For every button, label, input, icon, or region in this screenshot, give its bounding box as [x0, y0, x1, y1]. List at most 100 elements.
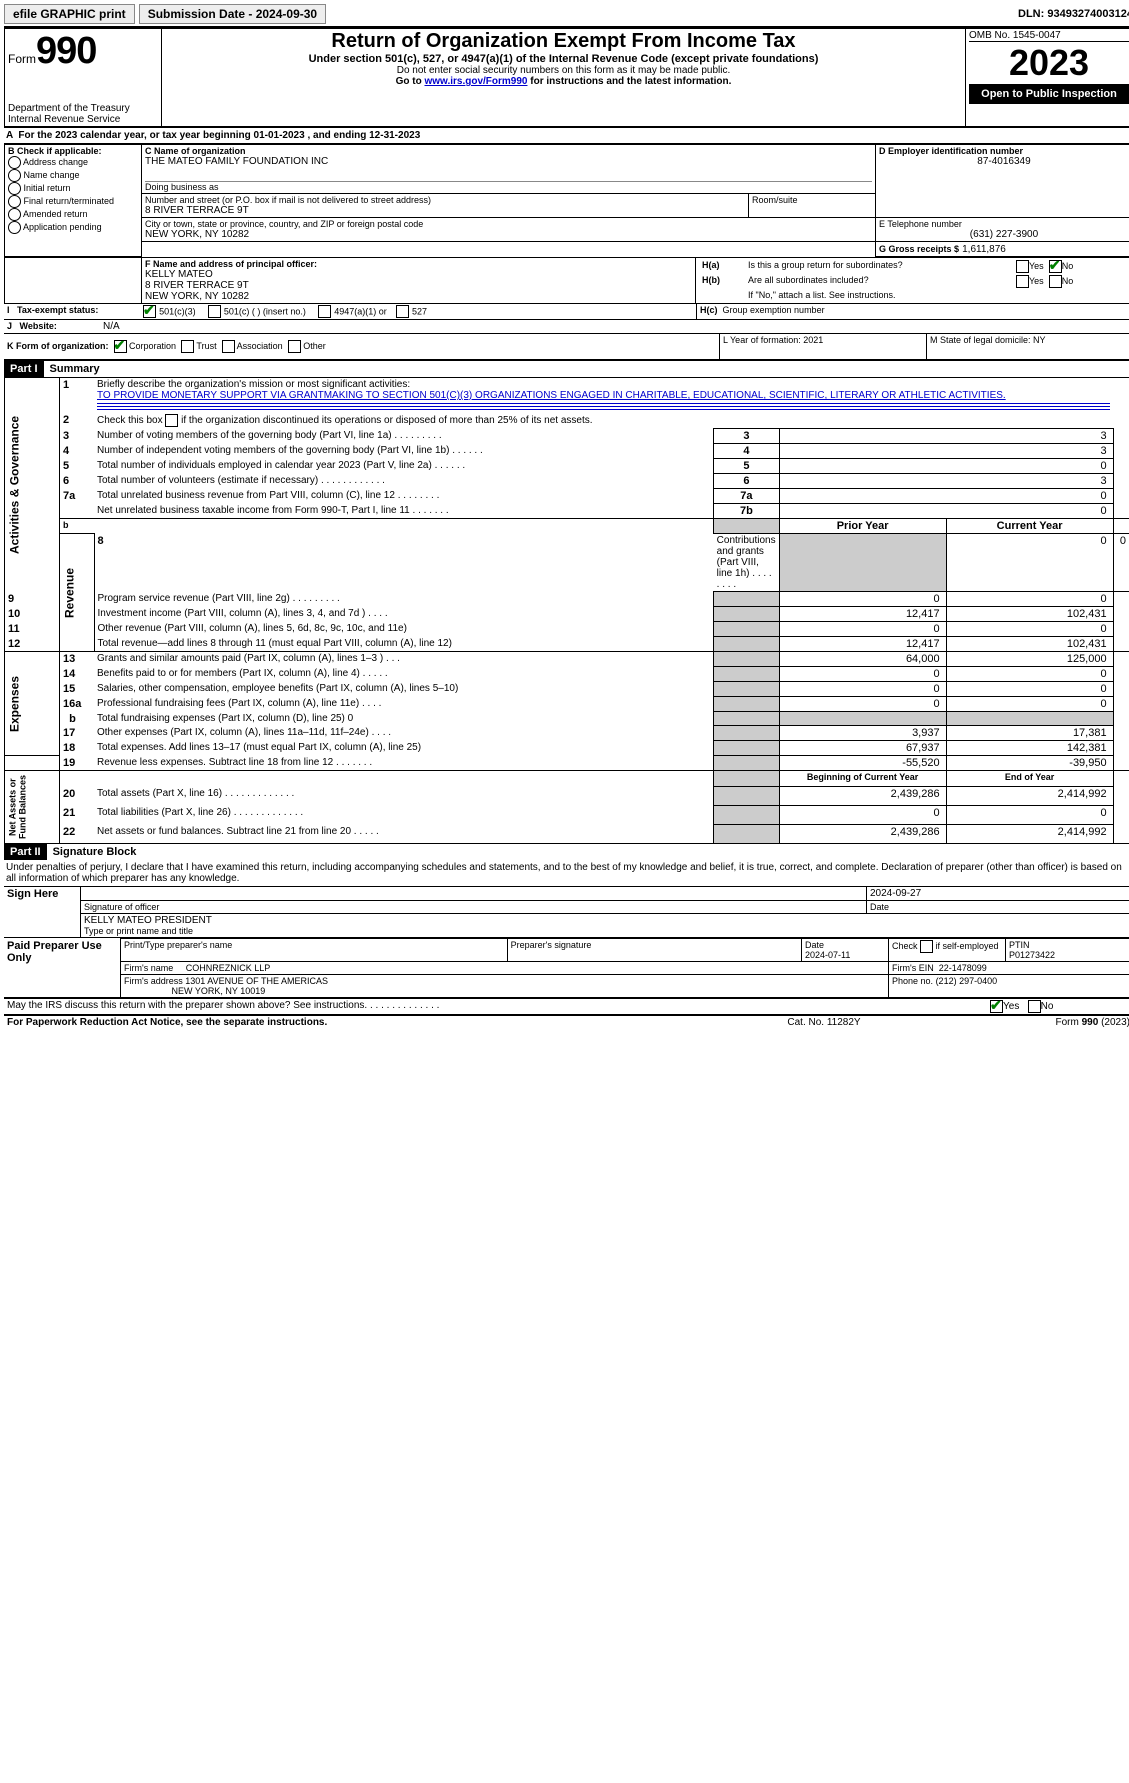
sign-here-block: Sign Here 2024-09-27 Signature of office… — [4, 887, 1129, 938]
website-row: J Website: N/A — [4, 319, 1129, 334]
side-activities-governance: Activities & Governance — [5, 378, 60, 592]
line16a-curr: 0 — [946, 697, 1113, 712]
line20-curr: 2,414,992 — [946, 787, 1113, 806]
discuss-yes[interactable] — [990, 1000, 1003, 1013]
discuss-label: May the IRS discuss this return with the… — [4, 999, 987, 1014]
line7b-label: Net unrelated business taxable income fr… — [94, 504, 714, 519]
sig-officer-label: Signature of officer — [81, 901, 867, 914]
line6-label: Total number of volunteers (estimate if … — [94, 474, 714, 489]
line7a-label: Total unrelated business revenue from Pa… — [94, 489, 714, 504]
line9-label: Program service revenue (Part VIII, line… — [94, 592, 714, 607]
line15-curr: 0 — [946, 682, 1113, 697]
submission-date-button[interactable]: Submission Date - 2024-09-30 — [139, 4, 326, 24]
form-title: Return of Organization Exempt From Incom… — [165, 30, 962, 53]
cb-association[interactable] — [222, 340, 235, 353]
paid-preparer-label: Paid Preparer Use Only — [4, 939, 121, 999]
beginning-year-header: Beginning of Current Year — [779, 771, 946, 787]
cb-501c3[interactable] — [143, 305, 156, 318]
side-revenue: Revenue — [60, 534, 95, 652]
footer-row: For Paperwork Reduction Act Notice, see … — [4, 1014, 1129, 1029]
line8-curr: 0 — [1113, 534, 1129, 592]
cb-4947[interactable] — [318, 305, 331, 318]
line16a-prior: 0 — [779, 697, 946, 712]
cb-trust[interactable] — [181, 340, 194, 353]
form-subtitle-1: Under section 501(c), 527, or 4947(a)(1)… — [165, 53, 962, 65]
hb-no[interactable] — [1049, 275, 1062, 288]
line21-prior: 0 — [779, 806, 946, 825]
dba-label: Doing business as — [145, 181, 872, 192]
discuss-no[interactable] — [1028, 1000, 1041, 1013]
cb-527[interactable] — [396, 305, 409, 318]
entity-info-grid: B Check if applicable: Address change Na… — [4, 144, 1129, 257]
line21-curr: 0 — [946, 806, 1113, 825]
line11-curr: 0 — [946, 622, 1113, 637]
line15-prior: 0 — [779, 682, 946, 697]
cb-address-change[interactable] — [8, 156, 21, 169]
line1-label: Briefly describe the organization's miss… — [97, 379, 1110, 390]
line17-curr: 17,381 — [946, 726, 1113, 741]
cb-initial-return[interactable] — [8, 182, 21, 195]
ha-yes[interactable] — [1016, 260, 1029, 273]
date-label: Date — [867, 901, 1129, 914]
prep-date: 2024-07-11 — [805, 950, 850, 960]
cb-other[interactable] — [288, 340, 301, 353]
line13-curr: 125,000 — [946, 652, 1113, 667]
line15-label: Salaries, other compensation, employee b… — [94, 682, 714, 697]
form-subtitle-2: Do not enter social security numbers on … — [165, 65, 962, 76]
officer-name: KELLY MATEO — [145, 269, 692, 280]
self-employed: Check if self-employed — [889, 939, 1006, 962]
tax-exempt-row: I Tax-exempt status: 501(c)(3) 501(c) ( … — [4, 304, 1129, 319]
cb-name-change[interactable] — [8, 169, 21, 182]
website-value: N/A — [100, 320, 1129, 334]
line2: Check this box Check this box if the org… — [94, 413, 1113, 429]
cb-discontinued[interactable] — [165, 414, 178, 427]
efile-button[interactable]: efile GRAPHIC print — [4, 4, 135, 24]
line4-value: 3 — [779, 444, 1113, 459]
org-name: THE MATEO FAMILY FOUNDATION INC — [145, 156, 872, 167]
irs-link[interactable]: www.irs.gov/Form990 — [424, 76, 527, 87]
hb-note: If "No," attach a list. See instructions… — [745, 289, 1129, 301]
line19-curr: -39,950 — [946, 756, 1113, 771]
cb-amended-return[interactable] — [8, 208, 21, 221]
line10-label: Investment income (Part VIII, column (A)… — [94, 607, 714, 622]
line22-prior: 2,439,286 — [779, 825, 946, 844]
line8-label: Contributions and grants (Part VIII, lin… — [714, 534, 779, 592]
side-net-assets: Net Assets or Fund Balances — [5, 771, 60, 844]
line20-label: Total assets (Part X, line 16) . . . . .… — [94, 787, 714, 806]
line19-prior: -55,520 — [779, 756, 946, 771]
cat-no: Cat. No. 11282Y — [721, 1015, 927, 1029]
line21-label: Total liabilities (Part X, line 26) . . … — [94, 806, 714, 825]
firm-address-1: 1301 AVENUE OF THE AMERICAS — [185, 976, 328, 986]
line13-label: Grants and similar amounts paid (Part IX… — [94, 652, 714, 667]
cb-corporation[interactable] — [114, 340, 127, 353]
cb-501c[interactable] — [208, 305, 221, 318]
firm-ein: 22-1478099 — [939, 963, 987, 973]
line-a-tax-year: A For the 2023 calendar year, or tax yea… — [4, 128, 1129, 144]
street-label: Number and street (or P.O. box if mail i… — [145, 195, 745, 205]
line11-label: Other revenue (Part VIII, column (A), li… — [94, 622, 714, 637]
side-expenses: Expenses — [5, 652, 60, 756]
city-value: NEW YORK, NY 10282 — [145, 229, 872, 240]
state-domicile: M State of legal domicile: NY — [927, 334, 1129, 360]
ha-label: Is this a group return for subordinates? — [745, 259, 1013, 274]
cb-final-return[interactable] — [8, 195, 21, 208]
firm-address-2: NEW YORK, NY 10019 — [172, 986, 266, 996]
gross-receipts-value: 1,611,876 — [962, 244, 1006, 255]
type-name-label: Type or print name and title — [84, 926, 1129, 936]
box-b: B Check if applicable: Address change Na… — [5, 145, 142, 257]
cb-application-pending[interactable] — [8, 221, 21, 234]
ha-no[interactable] — [1049, 260, 1062, 273]
discuss-row: May the IRS discuss this return with the… — [4, 999, 1129, 1014]
hb-yes[interactable] — [1016, 275, 1029, 288]
line12-curr: 102,431 — [946, 637, 1113, 652]
line9-curr: 0 — [946, 592, 1113, 607]
dept-treasury: Department of the Treasury Internal Reve… — [8, 103, 158, 125]
prep-sig-label: Preparer's signature — [507, 939, 801, 962]
line22-curr: 2,414,992 — [946, 825, 1113, 844]
cb-self-employed[interactable] — [920, 940, 933, 953]
telephone-value: (631) 227-3900 — [879, 229, 1129, 240]
line7b-value: 0 — [779, 504, 1113, 519]
line18-curr: 142,381 — [946, 741, 1113, 756]
line11-prior: 0 — [779, 622, 946, 637]
paid-preparer-block: Paid Preparer Use Only Print/Type prepar… — [4, 938, 1129, 999]
